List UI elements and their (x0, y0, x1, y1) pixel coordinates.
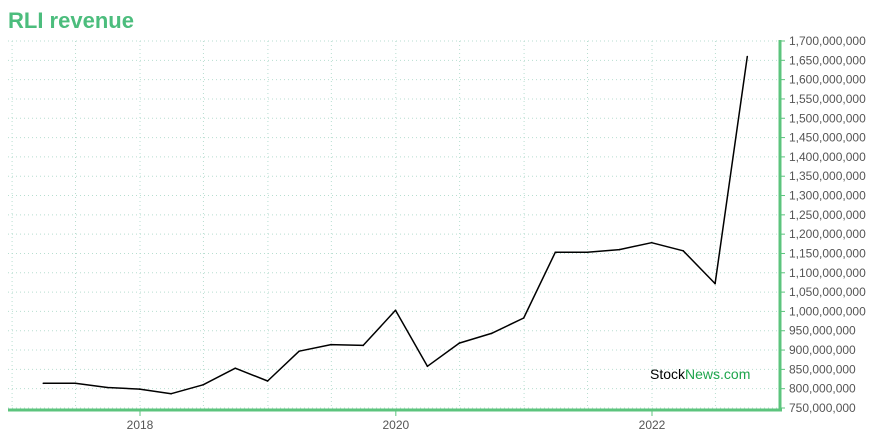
y-tick-label: 1,150,000,000 (789, 246, 866, 260)
y-tick-label: 950,000,000 (789, 324, 856, 338)
data-point (74, 382, 76, 385)
x-tick-label: 2018 (127, 418, 154, 432)
y-tick-label: 1,250,000,000 (789, 208, 866, 222)
y-tick-label: 1,600,000,000 (789, 73, 866, 87)
y-tick-label: 1,650,000,000 (789, 53, 866, 67)
y-axis-ticks: 750,000,000 800,000,000 850,000,000 900,000… (780, 34, 866, 415)
y-tick-label: 1,450,000,000 (789, 131, 866, 145)
y-tick-label: 1,400,000,000 (789, 150, 866, 164)
data-point (426, 365, 429, 368)
y-tick-label: 1,100,000,000 (789, 266, 866, 280)
data-point (490, 332, 493, 335)
data-point (106, 386, 109, 389)
data-point (330, 343, 332, 346)
data-point (586, 251, 588, 254)
revenue-series-line (43, 56, 749, 395)
data-point (682, 250, 684, 252)
y-tick-label: 750,000,000 (789, 401, 856, 415)
data-point (554, 251, 557, 254)
stocknews-watermark: StockNews.com (650, 366, 750, 382)
y-tick-label: 1,350,000,000 (789, 169, 866, 183)
chart-title: RLI revenue (8, 8, 134, 33)
y-tick-label: 1,550,000,000 (789, 92, 866, 106)
y-tick-label: 1,050,000,000 (789, 285, 866, 299)
y-tick-label: 1,500,000,000 (789, 111, 866, 125)
data-point (394, 309, 397, 312)
data-point (138, 388, 141, 390)
y-tick-label: 1,000,000,000 (789, 304, 866, 318)
watermark-news: News (685, 366, 720, 382)
data-point (522, 317, 525, 319)
x-tick-label: 2020 (382, 418, 409, 432)
data-point (42, 382, 45, 385)
data-point (362, 344, 365, 347)
axes (8, 40, 782, 412)
data-point (458, 342, 461, 344)
x-axis-ticks: 2018 2020 2022 (127, 411, 666, 432)
data-point (746, 55, 749, 58)
data-point (714, 282, 716, 285)
y-tick-label: 900,000,000 (789, 343, 856, 357)
data-point (298, 350, 300, 353)
data-point (170, 392, 172, 395)
data-point (202, 384, 204, 386)
data-point (650, 241, 653, 244)
x-tick-label: 2022 (639, 418, 666, 432)
y-tick-label: 1,200,000,000 (789, 227, 866, 241)
watermark-com: .com (720, 366, 750, 382)
grid (8, 40, 780, 409)
y-tick-label: 1,700,000,000 (789, 34, 866, 48)
y-tick-label: 850,000,000 (789, 362, 856, 376)
y-tick-label: 800,000,000 (789, 382, 856, 396)
data-point (618, 248, 621, 251)
y-tick-label: 1,300,000,000 (789, 189, 866, 203)
watermark-stock: Stock (650, 366, 686, 382)
series (42, 55, 749, 395)
data-point (234, 367, 237, 370)
data-point (266, 380, 269, 382)
